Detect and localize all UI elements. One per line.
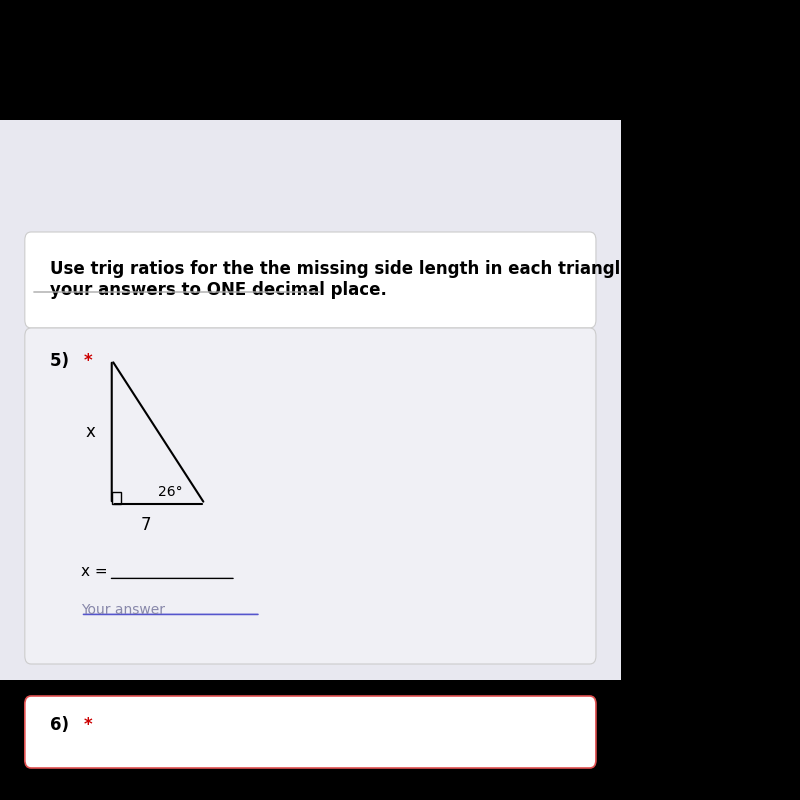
Text: 26°: 26° — [158, 485, 183, 499]
Text: *: * — [84, 716, 93, 734]
Text: *: * — [84, 352, 93, 370]
Text: 7: 7 — [141, 516, 151, 534]
FancyBboxPatch shape — [25, 232, 596, 328]
Text: x =: x = — [81, 565, 112, 579]
FancyBboxPatch shape — [25, 696, 596, 768]
FancyBboxPatch shape — [0, 120, 621, 680]
Bar — [112, 492, 121, 504]
Text: 5): 5) — [50, 352, 74, 370]
Text: Your answer: Your answer — [81, 602, 165, 617]
FancyBboxPatch shape — [25, 328, 596, 664]
Text: 6): 6) — [50, 716, 74, 734]
Text: Use trig ratios for the the missing side length in each triangle for #5-#7. Roun: Use trig ratios for the the missing side… — [50, 260, 799, 299]
Text: x: x — [85, 423, 95, 441]
